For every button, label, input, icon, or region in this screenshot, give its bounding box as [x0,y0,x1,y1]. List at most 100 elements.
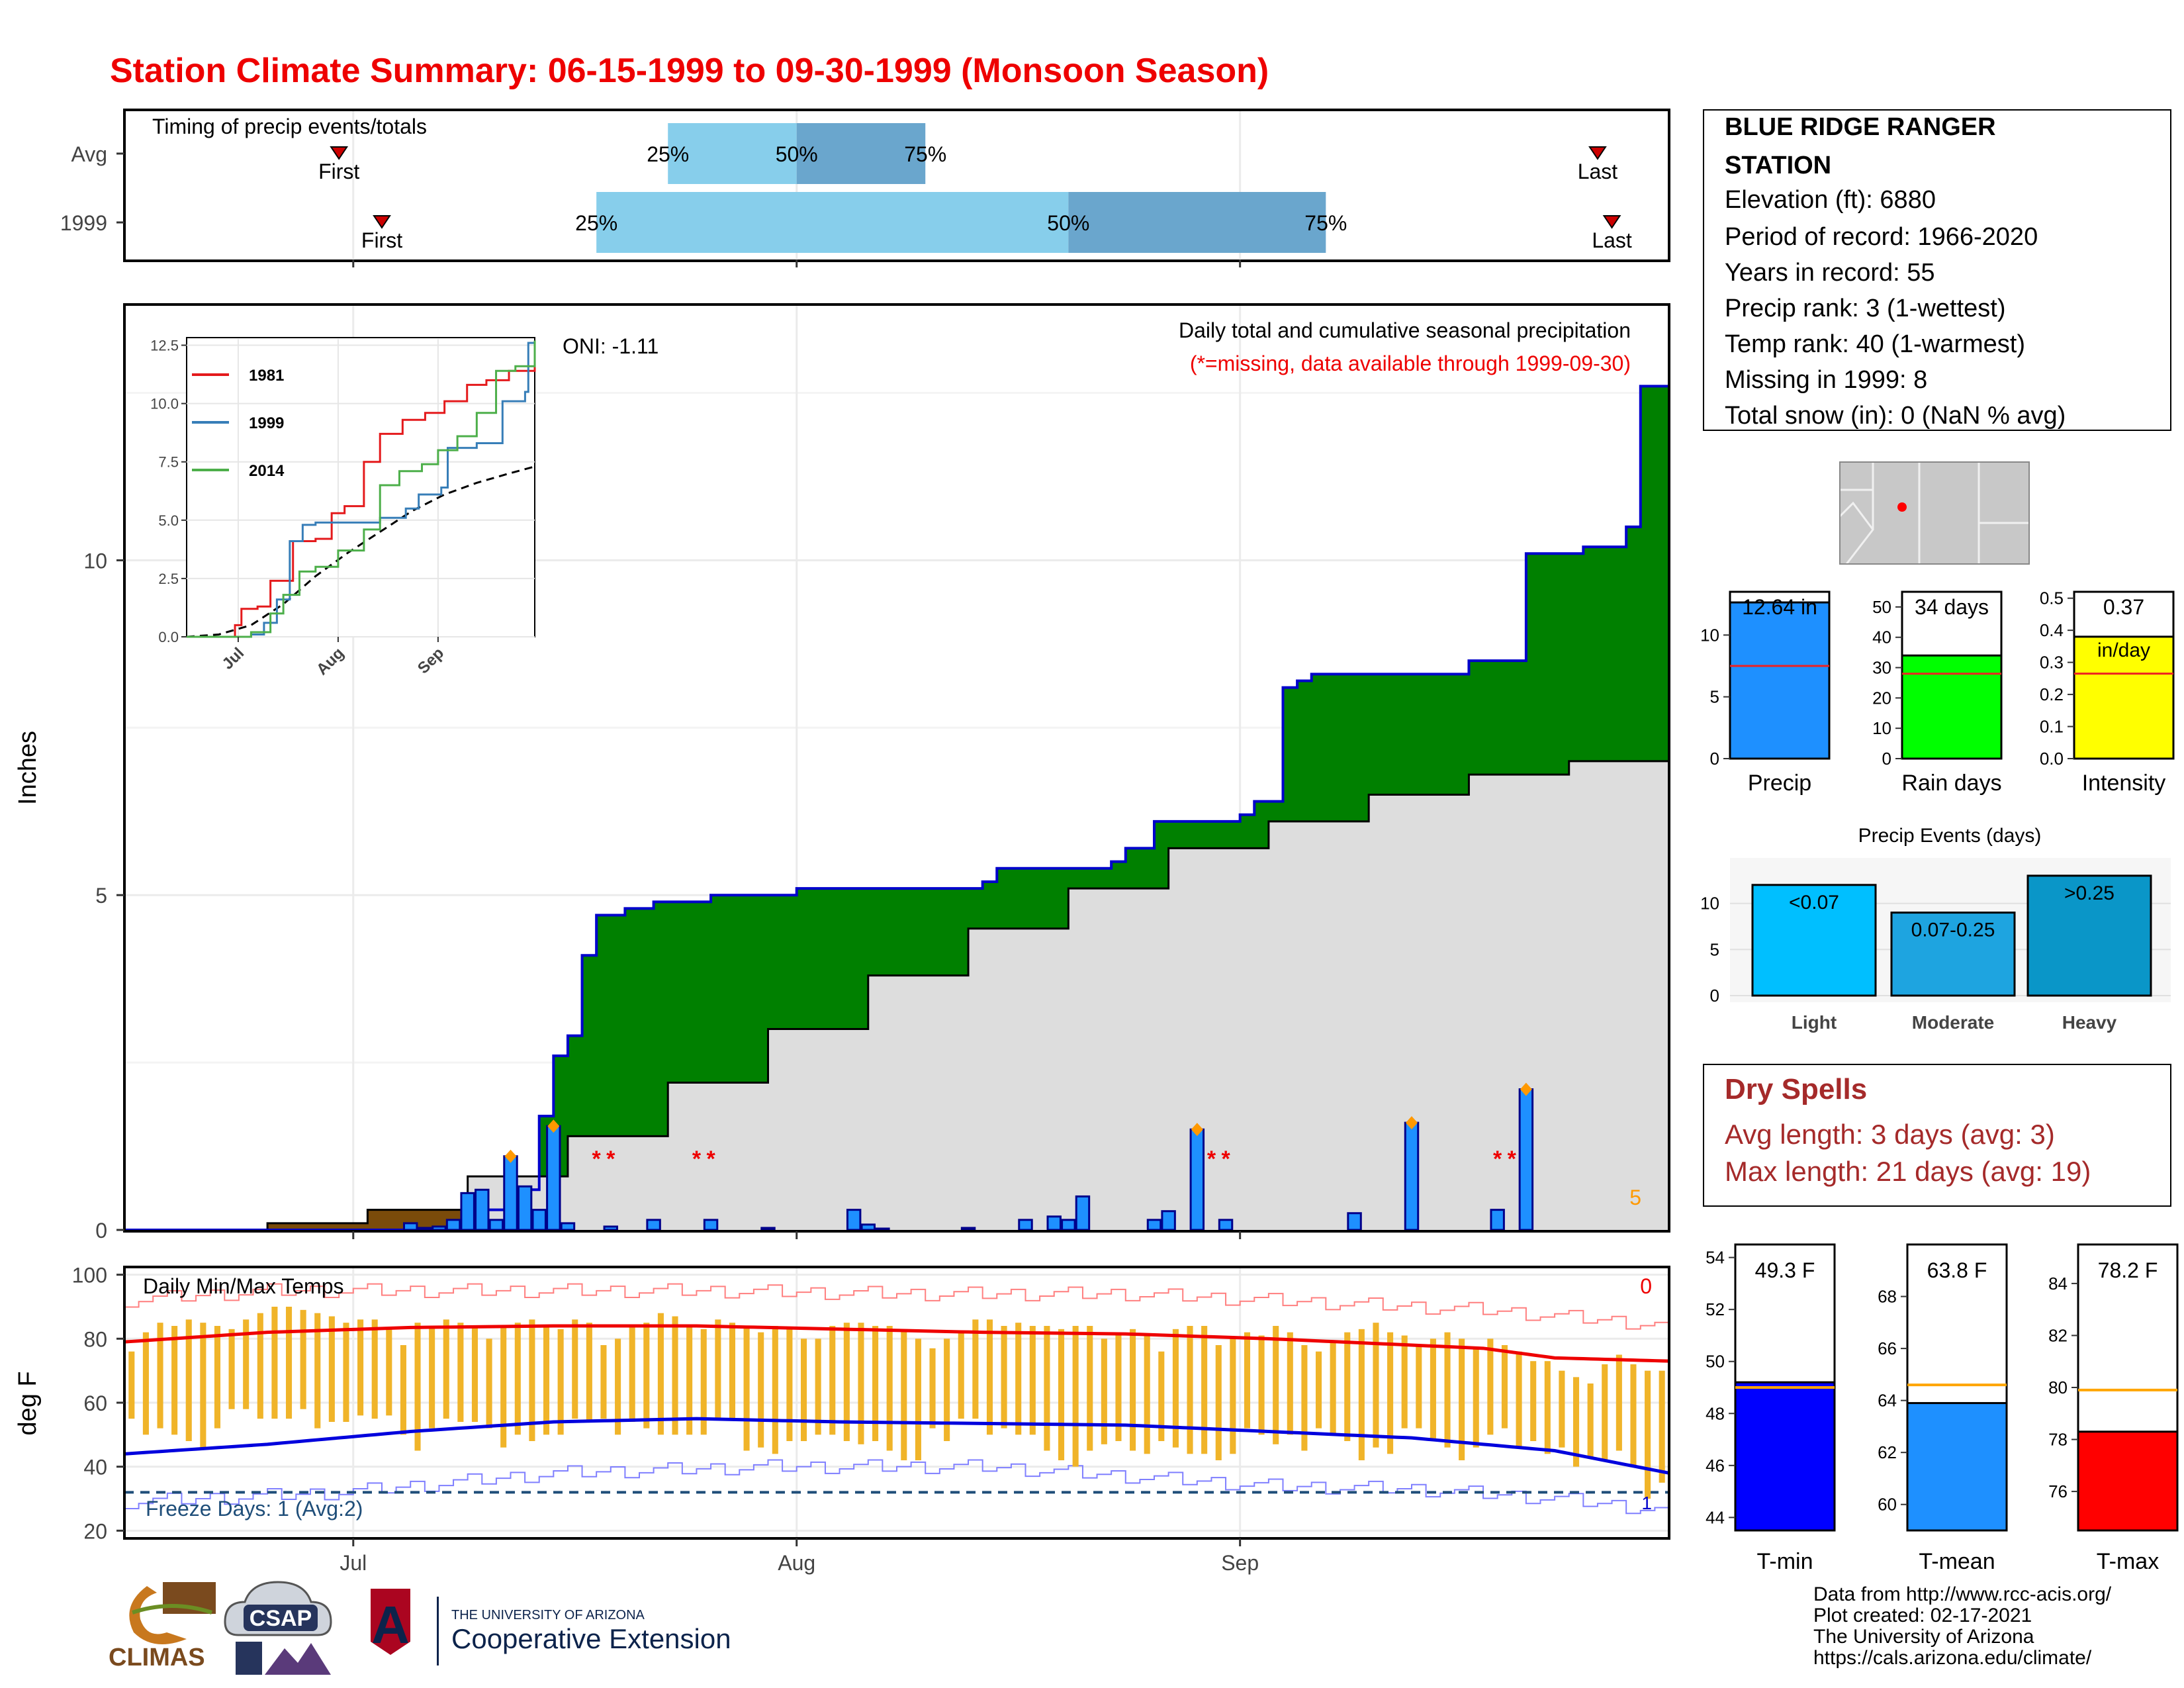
daily-temp-range-bar [858,1323,864,1444]
events-bar-label: 0.07-0.25 [1911,919,1995,941]
temp-panel: 20 40 60 80 100 deg F Daily Min/Max Temps Fr… [14,1264,1670,1543]
daily-temp-range-bar [1087,1326,1093,1451]
daily-temp-range-bar [357,1319,364,1416]
temp-bar-y-tick-label: 66 [1878,1338,1897,1358]
freeze-days-label: Freeze Days: 1 (Avg:2) [146,1497,363,1521]
daily-temp-range-bar [686,1326,693,1435]
station-years: Years in record: 55 [1725,259,1935,287]
missing-day-marker: * [592,1147,602,1172]
summary-bar-label: Precip [1748,771,1811,796]
ua-logo[interactable]: A THE UNIVERSITY OF ARIZONA Cooperative … [371,1589,731,1665]
heavy-precip-marker [1191,1123,1203,1137]
daily-temp-range-bar [443,1319,449,1419]
events-bar [1890,912,2016,997]
daily-temp-range-bar [1358,1329,1365,1460]
summary-y-tick-label: 0.1 [2040,717,2064,737]
timing-row-label: Avg [71,142,107,166]
missing-day-marker: * [1493,1147,1502,1172]
daily-temp-range-bar [557,1329,564,1435]
daily-precip-bar [417,1227,433,1231]
daily-temp-range-bar [1615,1354,1622,1451]
ua-letter: A [371,1595,410,1654]
daily-temp-range-bar [185,1319,192,1441]
daily-temp-range-bar [672,1316,678,1435]
daily-temp-range-bar [700,1329,707,1435]
location-map [1839,461,2030,565]
daily-temp-range-bar [1172,1329,1179,1448]
precip-y-tick-label: 0 [95,1219,107,1243]
daily-temp-range-bar [271,1307,278,1419]
below-average-area [124,1176,468,1230]
summary-bar-value: 34 days [1915,595,1989,619]
events-category-label: Heavy [2062,1012,2117,1033]
daily-temp-range-bar [1444,1332,1451,1448]
daily-temp-range-bar [157,1323,163,1429]
summary-y-tick-label: 20 [1872,688,1891,708]
daily-temp-range-bar [343,1323,349,1422]
timing-marker-label: Last [1592,228,1632,252]
summary-y-tick-label: 30 [1872,658,1891,678]
daily-precip-bar [475,1188,490,1231]
daily-temp-range-bar [829,1326,836,1435]
ua-top-text: THE UNIVERSITY OF ARIZONA [451,1608,645,1622]
inset-frame [186,337,535,637]
events-y-tick-label: 0 [1710,986,1719,1006]
daily-temp-range-bar [657,1313,664,1435]
timing-bar-upper [796,123,926,184]
inset-grid [187,339,535,637]
events-bar-label: <0.07 [1789,892,1839,914]
inset-y-tick-label: 5.0 [158,512,179,529]
timing-marker-label: First [318,160,359,183]
daily-precip-bar [1404,1121,1420,1231]
timing-bar-upper [1068,192,1326,253]
timing-pct-label: 25% [647,142,689,166]
daily-precip-bar [1018,1219,1033,1231]
heavy-precip-marker [1406,1116,1418,1130]
daily-precip-bar [1075,1195,1091,1231]
csap-logo[interactable]: CSAP [224,1581,332,1675]
daily-temp-range-bar [972,1319,979,1419]
daily-temp-range-bar [1001,1326,1007,1429]
temp-lines [124,1283,1669,1515]
daily-temp-range-bar [1344,1332,1351,1441]
temp-y-tick-label: 20 [83,1519,107,1543]
daily-temp-range-bar [1215,1345,1222,1460]
avg-min-temp-line [124,1417,1669,1475]
daily-temp-range-bar [743,1326,750,1451]
csap-logo-text: CSAP [250,1606,312,1631]
precip-y-tick-label: 5 [95,884,107,908]
temp-title: Daily Min/Max Temps [143,1274,343,1298]
dry-spells-max: Max length: 21 days (avg: 19) [1725,1156,2091,1187]
temp-bar-value: 78.2 F [2098,1258,2158,1282]
station-temp-rank: Temp rank: 40 (1-warmest) [1725,330,2025,358]
daily-precip-bar [560,1222,576,1231]
timing-pct-label: 50% [1047,211,1089,235]
daily-precip-bar [1061,1219,1076,1231]
daily-temp-range-bar [543,1326,550,1435]
summary-bars: 12.64 in 0 5 10 Precip 34 days 0 10 20 30 40 50 Rain… [1700,588,2175,796]
month-axis: Jul Aug Sep [340,259,1259,1575]
daily-temp-range-bar [1516,1351,1522,1448]
daily-temp-range-bar [929,1348,936,1429]
daily-temp-range-bar [600,1345,607,1419]
daily-temp-range-bar [986,1319,993,1435]
csap-bars [236,1642,262,1675]
climas-logo-text: CLIMAS [109,1644,205,1671]
station-name-line1: BLUE RIDGE RANGER [1725,113,1996,141]
daily-temp-range-bar [1315,1351,1322,1429]
daily-temp-range-bar [228,1329,235,1409]
daily-temp-range-bar [1587,1383,1594,1458]
daily-temp-range-bar [1373,1323,1379,1448]
summary-y-tick-label: 0.0 [2040,749,2064,769]
climas-logo[interactable]: CLIMAS [109,1582,216,1671]
daily-temp-range-bar [1201,1326,1208,1454]
daily-temp-range-bar [171,1326,178,1435]
footer-text: Data from http://www.rcc-acis.org/ Plot … [1813,1583,2112,1669]
timing-first-marker [330,146,349,160]
inset-series-line [187,359,536,638]
daily-precip-bar [1161,1210,1176,1231]
daily-temp-range-bar [958,1332,964,1419]
daily-temp-range-bar [1015,1323,1022,1435]
map-frame [1839,461,2030,565]
daily-temp-range-bar [1187,1326,1193,1454]
